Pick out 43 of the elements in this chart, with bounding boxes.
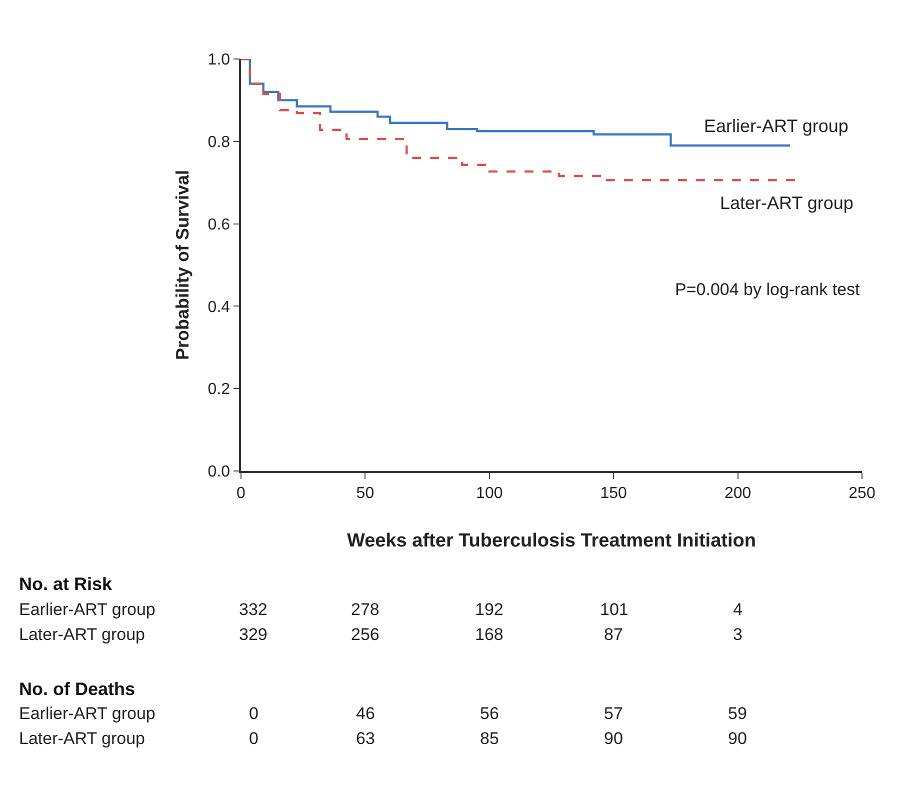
annotation: P=0.004 by log-rank test (675, 280, 860, 299)
text: Earlier-ART group (19, 704, 156, 723)
text: 85 (480, 729, 499, 748)
text: 329 (239, 625, 268, 644)
y-tick-label: 0.4 (208, 298, 230, 316)
y-tick-label: 1.0 (208, 52, 230, 69)
text: 4 (733, 600, 742, 619)
series-label: Earlier-ART group (704, 116, 848, 136)
x-tick-label: 50 (356, 484, 374, 502)
text: 3 (733, 625, 742, 644)
text: 168 (475, 625, 504, 644)
text: 57 (604, 704, 623, 723)
x-tick-label: 250 (848, 484, 876, 502)
y-tick-label: 0.0 (208, 464, 230, 481)
text: 0 (249, 729, 258, 748)
text: 59 (728, 704, 747, 723)
y-axis-title: Probability of Survival (172, 170, 192, 360)
text: 56 (480, 704, 499, 723)
series-label: Later-ART group (720, 193, 854, 213)
text: No. at Risk (19, 574, 114, 594)
text: 101 (600, 600, 628, 619)
text: 192 (475, 600, 504, 619)
text: No. of Deaths (19, 679, 136, 699)
text: Earlier-ART group (19, 600, 156, 619)
text: 332 (239, 600, 268, 619)
x-axis-title: Weeks after Tuberculosis Treatment Initiation (347, 530, 756, 552)
text: 0 (249, 704, 258, 723)
x-tick-label: 100 (476, 484, 503, 502)
text: Later-ART group (19, 625, 145, 644)
text: 87 (604, 625, 623, 644)
text: 278 (351, 600, 380, 619)
y-tick-label: 0.2 (208, 381, 230, 398)
text: 63 (356, 729, 375, 748)
y-tick-label: 0.6 (208, 216, 230, 234)
x-tick-label: 200 (724, 484, 752, 502)
x-tick-label: 0 (236, 484, 246, 502)
text: Later-ART group (19, 729, 145, 748)
y-tick-label: 0.8 (208, 134, 230, 151)
x-tick-label: 150 (600, 484, 628, 502)
text: 256 (351, 625, 380, 644)
text: 46 (356, 704, 375, 723)
text: 90 (604, 729, 623, 748)
text: 90 (728, 729, 747, 748)
